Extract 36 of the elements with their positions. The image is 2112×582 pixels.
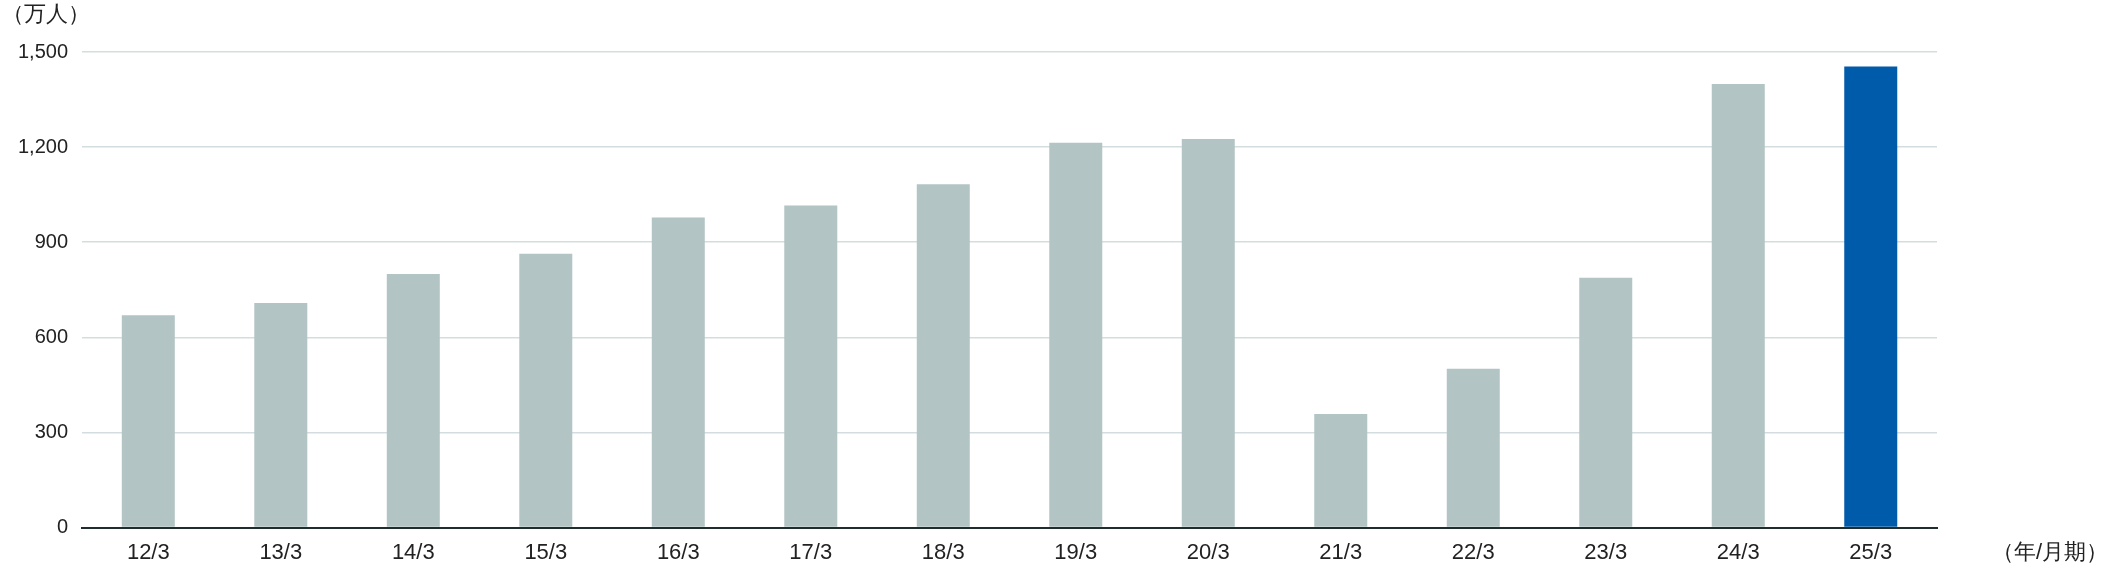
bar: [519, 253, 573, 527]
x-tick-label: 13/3: [259, 538, 303, 564]
bar: [254, 303, 308, 527]
bar: [1579, 277, 1633, 527]
x-tick-label: 17/3: [789, 538, 833, 564]
y-tick-label: 1,200: [17, 134, 69, 157]
y-tick-label: 600: [34, 324, 69, 347]
y-tick-label: 0: [56, 515, 69, 538]
y-axis-title: （万人）: [2, 1, 90, 27]
y-tick-label: 900: [34, 229, 69, 252]
x-tick-label: 21/3: [1319, 538, 1363, 564]
x-tick-label: 23/3: [1584, 538, 1628, 564]
bar: [1314, 414, 1368, 527]
x-tick-label: 14/3: [391, 538, 435, 564]
bar: [1711, 84, 1765, 527]
bar: [386, 273, 440, 527]
y-tick-label: 1,500: [17, 39, 69, 62]
x-tick-label: 15/3: [524, 538, 568, 564]
bar: [916, 184, 970, 527]
bar: [1049, 142, 1103, 527]
bar: [1844, 66, 1898, 527]
x-axis-title: （年/月期）: [1991, 538, 2108, 564]
x-tick-label: 24/3: [1716, 538, 1760, 564]
bar: [651, 217, 705, 527]
x-tick-label: 12/3: [126, 538, 170, 564]
x-tick-label: 20/3: [1186, 538, 1230, 564]
x-tick-label: 22/3: [1451, 538, 1495, 564]
bar: [1181, 138, 1235, 527]
y-tick-label: 300: [34, 420, 69, 442]
x-tick-label: 25/3: [1849, 538, 1893, 564]
bar: [784, 205, 838, 527]
x-tick-label: 18/3: [921, 538, 965, 564]
x-tick-label: 16/3: [656, 538, 700, 564]
bar: [121, 315, 175, 527]
x-tick-label: 19/3: [1054, 538, 1098, 564]
bar: [1446, 368, 1500, 527]
